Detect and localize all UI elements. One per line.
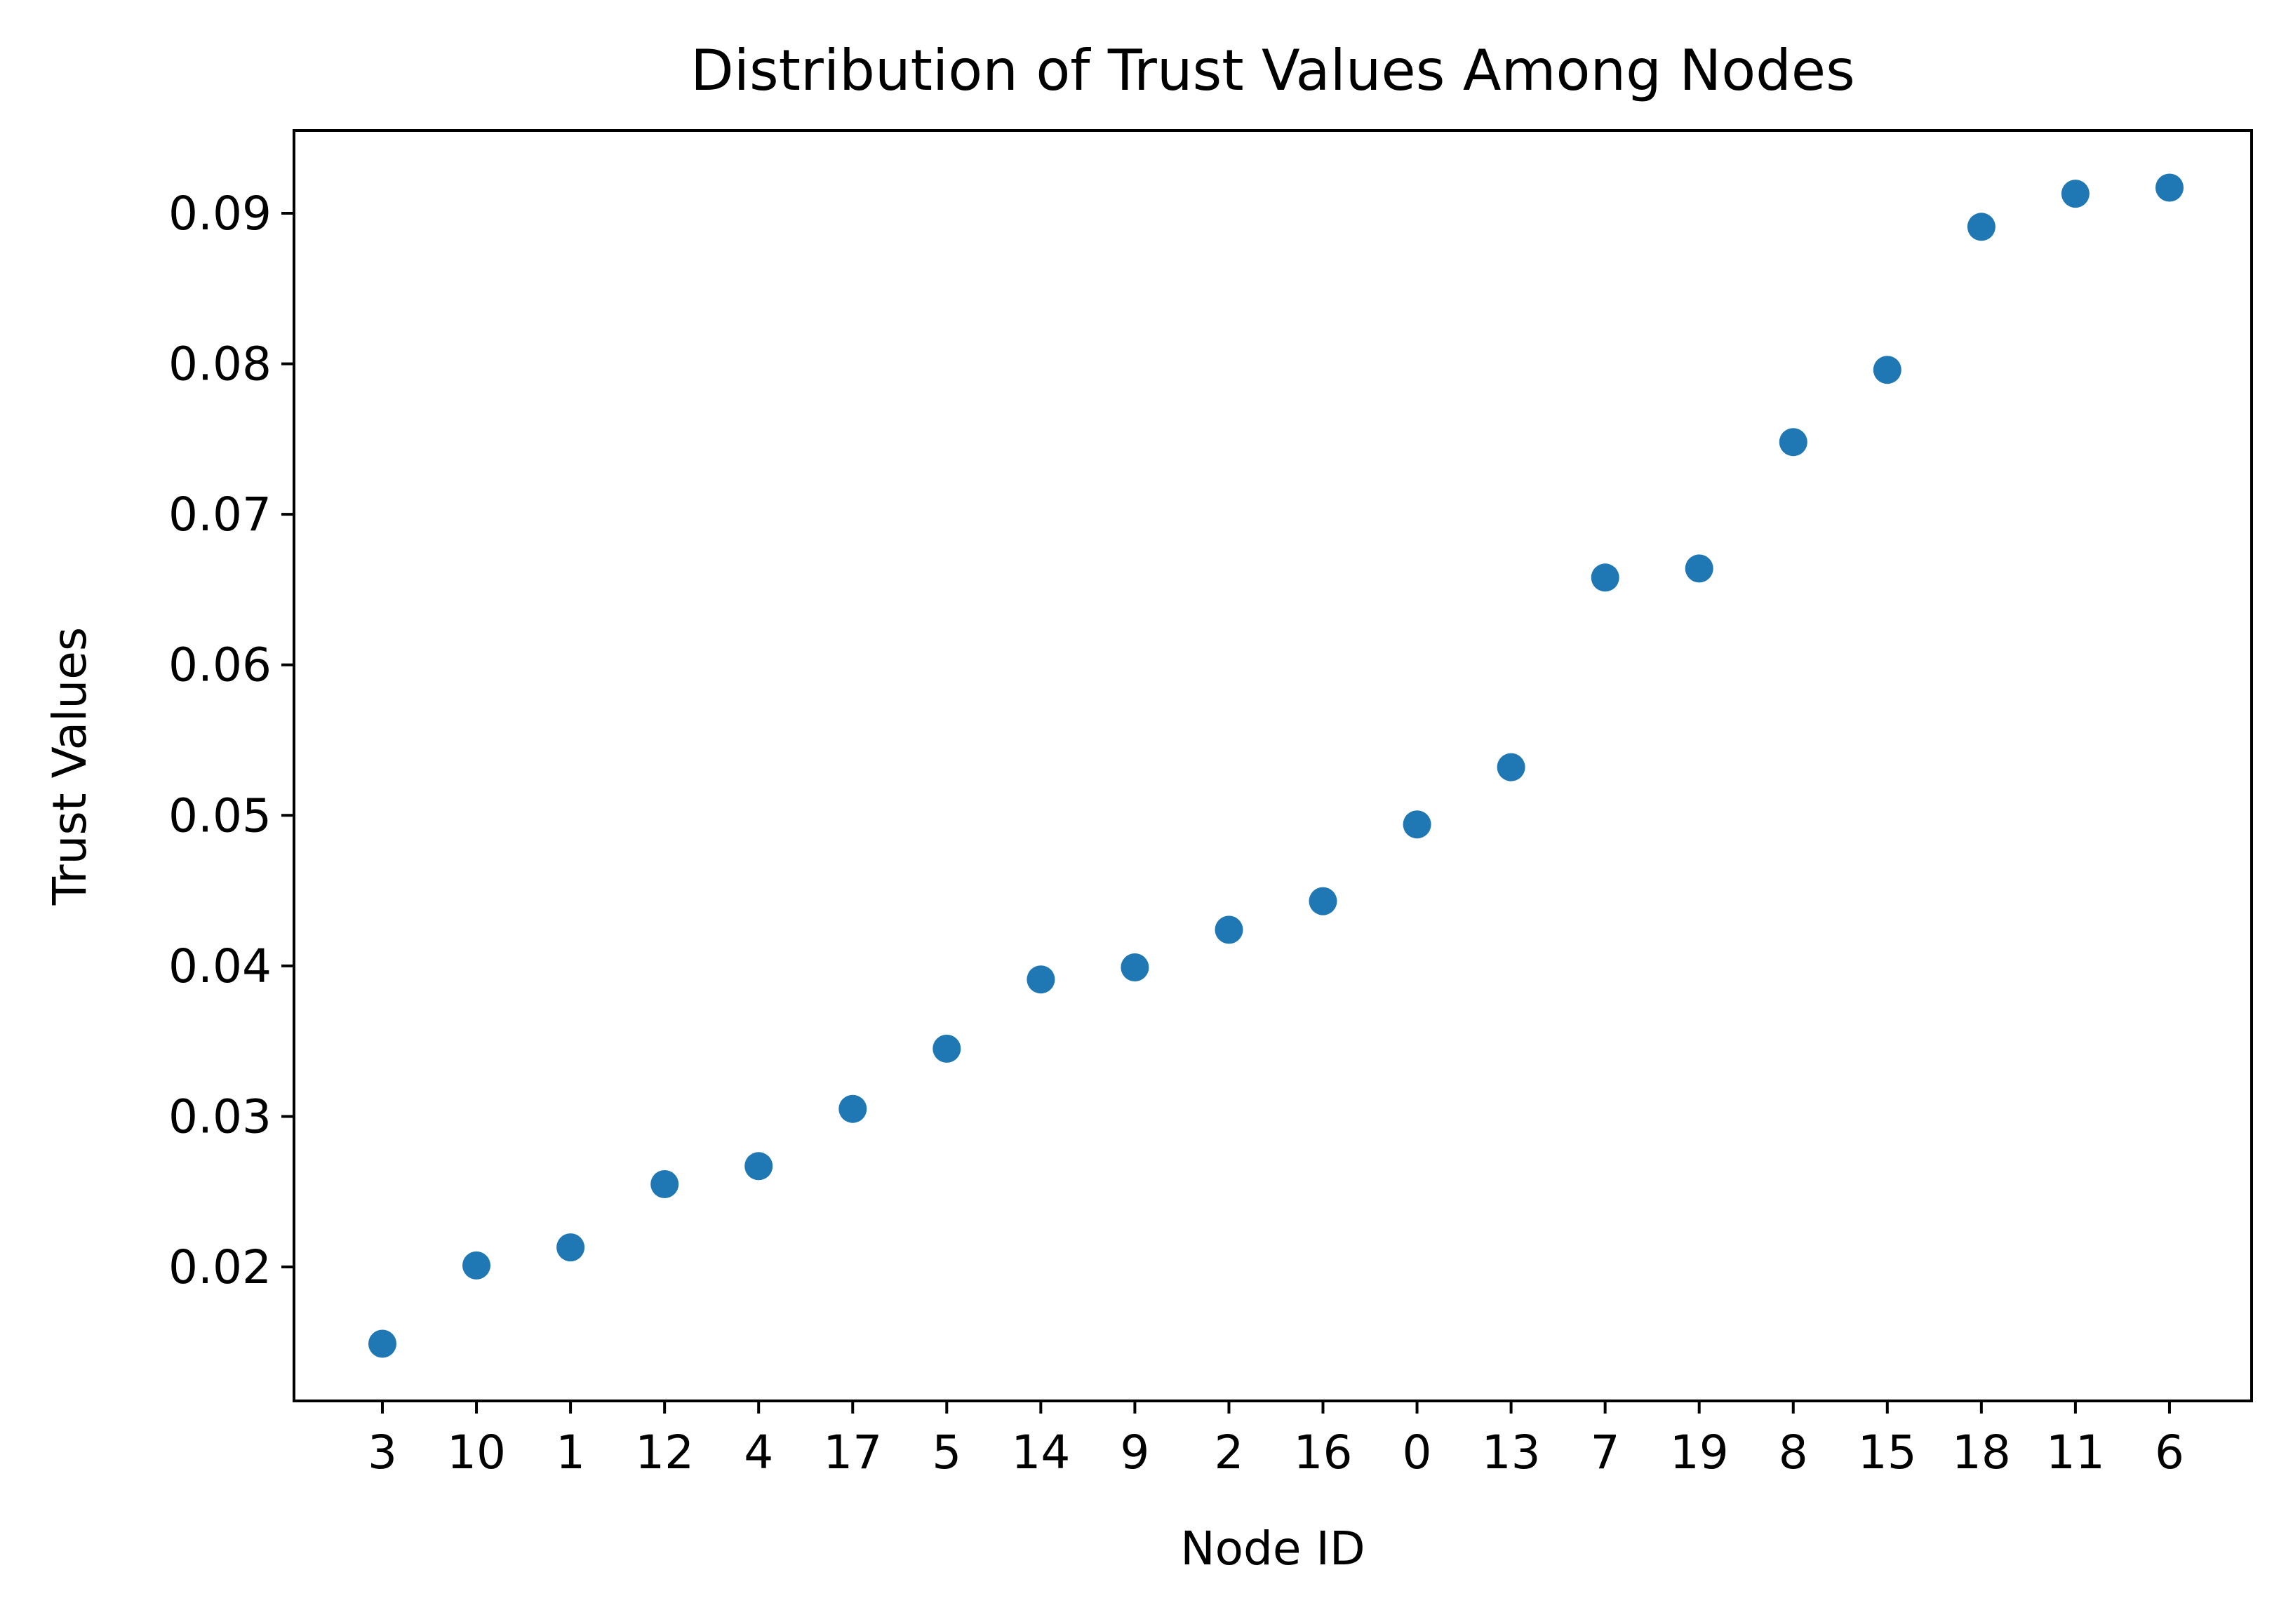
x-tick-label: 19 — [1670, 1425, 1729, 1479]
y-tick-label: 0.05 — [168, 788, 272, 843]
data-point-node-5 — [932, 1034, 961, 1063]
data-point-node-3 — [368, 1329, 396, 1358]
x-tick-label: 16 — [1294, 1425, 1353, 1479]
data-point-node-2 — [1215, 915, 1243, 944]
y-axis-ticks: 0.02 0.03 0.04 0.05 0.06 0.07 0.08 0.09 — [168, 187, 294, 1294]
x-tick-label: 1 — [556, 1425, 585, 1479]
y-tick-label: 0.04 — [168, 939, 272, 993]
chart-title: Distribution of Trust Values Among Nodes — [690, 38, 1855, 103]
x-tick-label: 0 — [1403, 1425, 1432, 1479]
x-tick-label: 5 — [932, 1425, 961, 1479]
x-tick-label: 17 — [823, 1425, 882, 1479]
y-tick-label: 0.03 — [168, 1089, 272, 1143]
x-tick-label: 3 — [368, 1425, 397, 1479]
y-axis-label: Trust Values — [43, 627, 97, 906]
data-point-node-17 — [838, 1094, 867, 1123]
x-axis-ticks: 3 10 1 12 4 17 5 14 9 2 16 0 13 7 19 8 15 18 11 6 — [368, 1401, 2184, 1479]
x-tick-label: 11 — [2046, 1425, 2105, 1479]
y-tick-label: 0.07 — [168, 488, 272, 542]
data-point-node-13 — [1497, 753, 1525, 781]
data-point-node-9 — [1121, 953, 1149, 981]
y-tick-label: 0.06 — [168, 638, 272, 692]
y-tick-label: 0.02 — [168, 1240, 272, 1294]
x-tick-label: 15 — [1858, 1425, 1917, 1479]
x-tick-label: 10 — [447, 1425, 506, 1479]
x-tick-label: 2 — [1214, 1425, 1243, 1479]
data-point-node-14 — [1027, 965, 1055, 994]
x-tick-label: 6 — [2155, 1425, 2184, 1479]
data-point-node-18 — [1967, 213, 1995, 241]
x-tick-label: 13 — [1482, 1425, 1541, 1479]
data-point-node-12 — [650, 1170, 679, 1198]
x-axis-label: Node ID — [1180, 1522, 1365, 1576]
x-tick-label: 12 — [635, 1425, 694, 1479]
y-tick-label: 0.08 — [168, 337, 272, 391]
data-point-node-11 — [2061, 180, 2090, 208]
data-point-node-7 — [1591, 563, 1619, 592]
x-tick-label: 14 — [1011, 1425, 1070, 1479]
data-point-node-4 — [744, 1152, 773, 1181]
data-point-node-10 — [462, 1251, 490, 1280]
plot-area-frame — [293, 129, 2253, 1402]
data-points — [368, 173, 2184, 1358]
data-point-node-19 — [1685, 554, 1713, 583]
data-point-node-6 — [2155, 173, 2184, 202]
data-point-node-16 — [1309, 887, 1337, 915]
data-point-node-0 — [1403, 810, 1431, 839]
data-point-node-15 — [1873, 356, 1901, 384]
data-point-node-8 — [1779, 428, 1807, 457]
x-tick-label: 4 — [744, 1425, 773, 1479]
x-tick-label: 18 — [1952, 1425, 2011, 1479]
y-tick-label: 0.09 — [168, 187, 272, 241]
x-tick-label: 8 — [1779, 1425, 1808, 1479]
x-tick-label: 7 — [1591, 1425, 1620, 1479]
data-point-node-1 — [556, 1233, 585, 1262]
x-tick-label: 9 — [1120, 1425, 1149, 1479]
